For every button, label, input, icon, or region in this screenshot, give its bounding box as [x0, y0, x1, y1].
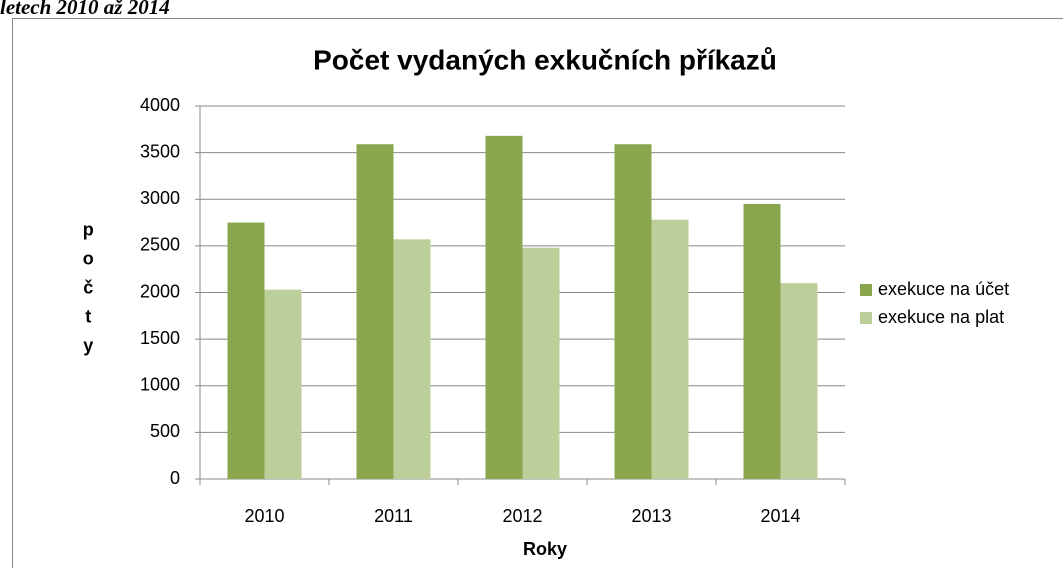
y-tick-label: 1000: [140, 375, 180, 395]
x-tick-label: 2013: [631, 506, 671, 526]
bar: [614, 144, 652, 480]
legend-label: exekuce na plat: [878, 307, 1004, 327]
bar: [356, 144, 394, 480]
x-tick-label: 2010: [244, 506, 284, 526]
y-tick-label: 2500: [140, 235, 180, 255]
y-axis-label: počty: [78, 220, 98, 365]
bar: [485, 135, 523, 479]
x-axis-label: Roky: [523, 539, 567, 559]
y-tick-label: 4000: [140, 95, 180, 115]
bar: [743, 203, 781, 479]
y-tick-label: 500: [150, 421, 180, 441]
y-tick-label: 3500: [140, 141, 180, 161]
y-tick-label: 3000: [140, 188, 180, 208]
y-tick-label: 2000: [140, 281, 180, 301]
x-tick-label: 2012: [502, 506, 542, 526]
bar: [227, 222, 265, 479]
caption: letech 2010 až 2014: [0, 0, 170, 19]
x-tick-label: 2014: [760, 506, 800, 526]
y-tick-label: 1500: [140, 328, 180, 348]
legend-swatch: [860, 284, 872, 296]
bar: [393, 239, 431, 479]
legend-label: exekuce na účet: [878, 279, 1009, 299]
bar: [651, 219, 689, 479]
x-tick-label: 2011: [374, 506, 413, 526]
y-tick-label: 0: [170, 468, 180, 488]
bar: [780, 283, 818, 479]
bar: [522, 247, 560, 479]
bar: [264, 289, 302, 479]
legend-swatch: [860, 312, 872, 324]
chart-title: Počet vydaných exkučních příkazů: [313, 44, 777, 75]
